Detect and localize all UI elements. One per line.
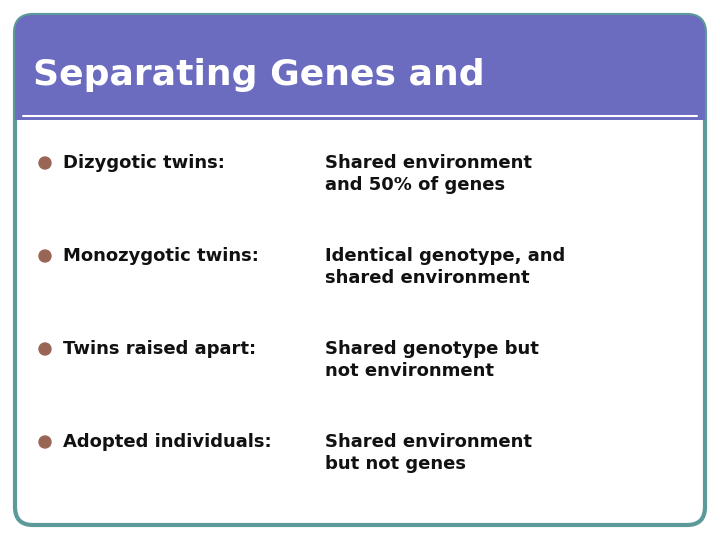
Text: Shared environment: Shared environment <box>325 154 532 172</box>
Text: Dizygotic twins:: Dizygotic twins: <box>63 154 225 172</box>
FancyBboxPatch shape <box>15 15 705 120</box>
Text: Separating Genes and: Separating Genes and <box>33 58 485 92</box>
Text: but not genes: but not genes <box>325 455 466 473</box>
Circle shape <box>39 250 51 262</box>
Bar <box>15 102 705 120</box>
Text: Environment: Environment <box>33 126 293 160</box>
FancyBboxPatch shape <box>15 15 705 525</box>
Circle shape <box>39 157 51 169</box>
Text: Adopted individuals:: Adopted individuals: <box>63 433 271 451</box>
Text: Shared environment: Shared environment <box>325 433 532 451</box>
Text: Twins raised apart:: Twins raised apart: <box>63 340 256 358</box>
Circle shape <box>39 436 51 448</box>
Text: and 50% of genes: and 50% of genes <box>325 176 505 194</box>
Text: Shared genotype but: Shared genotype but <box>325 340 539 358</box>
Text: not environment: not environment <box>325 362 494 380</box>
Circle shape <box>39 343 51 355</box>
Text: Identical genotype, and: Identical genotype, and <box>325 247 565 265</box>
Text: shared environment: shared environment <box>325 269 530 287</box>
Text: Monozygotic twins:: Monozygotic twins: <box>63 247 259 265</box>
